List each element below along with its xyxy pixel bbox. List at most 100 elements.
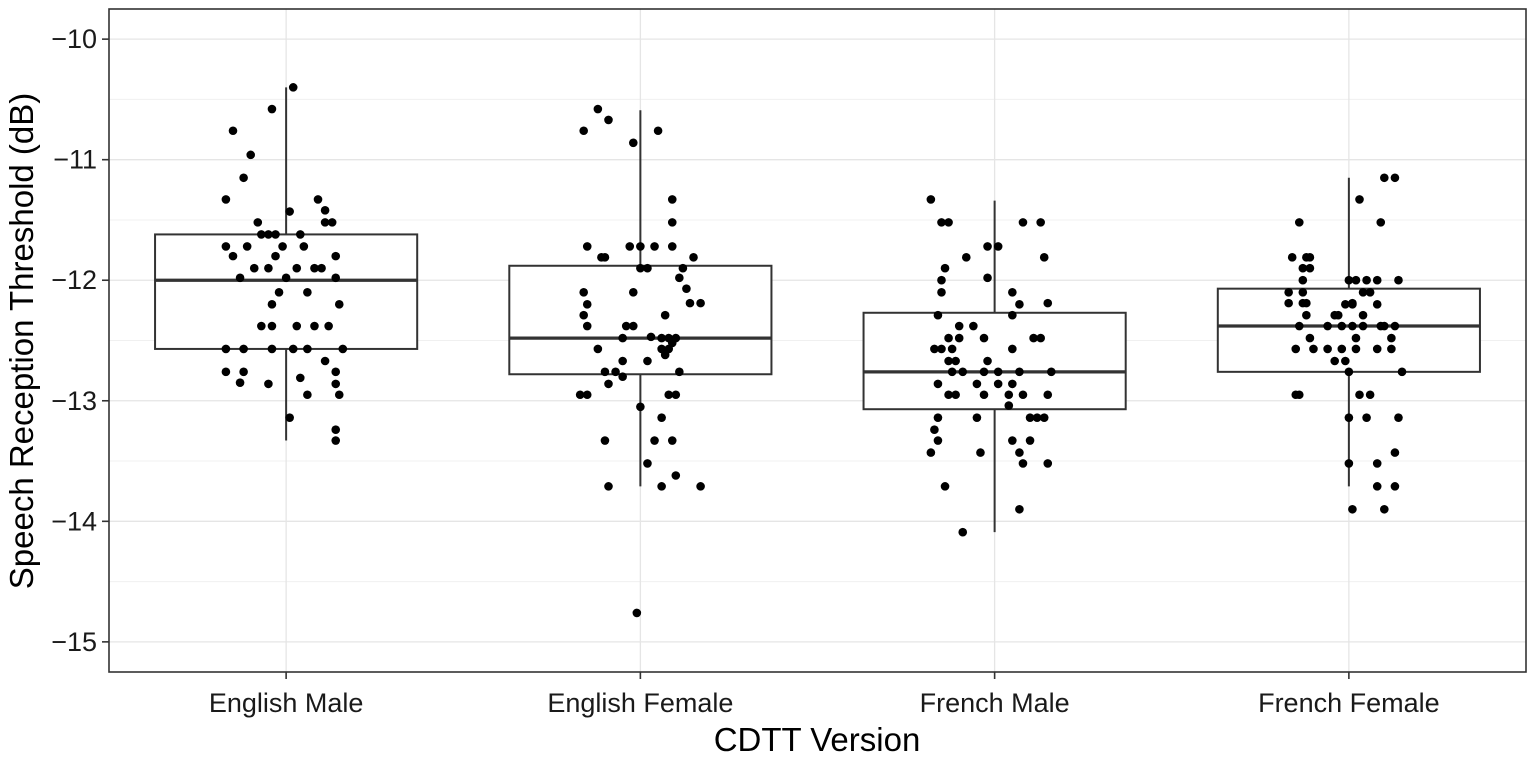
data-point [667, 242, 677, 251]
points-group-2 [575, 104, 705, 618]
data-point [1358, 310, 1368, 320]
data-point [579, 310, 588, 320]
data-point [1341, 300, 1350, 309]
data-point [334, 390, 344, 400]
data-point [1344, 367, 1354, 377]
data-point [937, 287, 946, 297]
data-point [1351, 333, 1361, 343]
data-point [1018, 390, 1028, 400]
data-point [1015, 300, 1024, 309]
data-point [933, 310, 943, 320]
data-point [331, 379, 341, 389]
data-point [657, 413, 666, 422]
data-point [933, 436, 943, 445]
data-point [1372, 275, 1382, 285]
data-point [1351, 344, 1361, 354]
data-point [582, 390, 592, 400]
data-point [937, 275, 946, 285]
data-point [1298, 287, 1308, 297]
data-point [1043, 390, 1053, 400]
data-point [253, 218, 263, 227]
y-tick-label: −14 [51, 506, 97, 536]
y-axis: −10 −11 −12 −13 −14 −15 [51, 24, 109, 657]
data-point [1018, 459, 1028, 468]
data-point [331, 367, 341, 377]
data-point [1390, 448, 1400, 457]
data-point [1287, 253, 1297, 262]
data-point [1323, 344, 1332, 354]
data-point [285, 413, 294, 422]
data-point [264, 230, 273, 239]
data-point [667, 436, 677, 445]
data-point [271, 230, 280, 239]
data-point [993, 367, 1003, 377]
plot-border [108, 8, 1527, 673]
data-point [1358, 321, 1368, 331]
data-point [292, 321, 302, 331]
data-point [951, 356, 960, 366]
data-point [983, 273, 992, 283]
data-point [671, 390, 681, 400]
data-point [1294, 390, 1304, 400]
data-point [983, 356, 992, 366]
data-point [1337, 344, 1347, 354]
data-point [278, 242, 287, 251]
data-point [1298, 275, 1308, 285]
data-point [320, 356, 330, 366]
data-point [937, 218, 946, 227]
data-point [972, 413, 982, 422]
data-point [264, 379, 273, 389]
data-point [600, 367, 610, 377]
data-point [331, 251, 341, 261]
data-point [228, 126, 238, 136]
data-point [249, 263, 259, 273]
data-point [1036, 218, 1045, 227]
data-point [288, 344, 298, 354]
data-point [264, 263, 273, 273]
data-point [593, 104, 603, 114]
data-point [1365, 390, 1375, 400]
data-point [221, 242, 231, 251]
data-point [1387, 333, 1396, 343]
data-point [1355, 390, 1364, 400]
y-tick-label: −13 [51, 386, 97, 416]
data-point [650, 242, 659, 251]
data-point [685, 298, 695, 308]
data-point [257, 230, 266, 239]
data-point [1043, 298, 1053, 308]
data-point [310, 263, 319, 273]
data-point [239, 344, 248, 354]
data-point [993, 379, 1003, 389]
x-tick-label: French Male [920, 688, 1070, 718]
points-group-4 [1284, 173, 1407, 514]
x-tick-label: French Female [1258, 688, 1440, 718]
data-point [1348, 300, 1357, 309]
data-point [600, 253, 610, 262]
data-point [1008, 436, 1017, 445]
data-point [1372, 344, 1382, 354]
data-point [331, 436, 341, 445]
data-point [636, 242, 645, 251]
data-point [1323, 321, 1332, 331]
data-point [593, 344, 603, 354]
data-point [604, 482, 613, 491]
data-point [579, 287, 588, 297]
data-point [944, 390, 953, 400]
data-point [582, 300, 592, 309]
data-point [1047, 367, 1056, 377]
data-point [1039, 253, 1049, 262]
data-point [636, 402, 645, 412]
data-point [618, 356, 627, 366]
data-point [1372, 482, 1382, 491]
data-point [675, 367, 684, 377]
data-point [317, 263, 326, 273]
data-point [979, 390, 989, 400]
data-point [944, 333, 953, 343]
data-point [926, 195, 936, 204]
data-point [1387, 344, 1396, 354]
data-point [242, 242, 252, 251]
data-point [940, 263, 950, 273]
data-point [1015, 504, 1024, 514]
data-point [1333, 310, 1343, 320]
